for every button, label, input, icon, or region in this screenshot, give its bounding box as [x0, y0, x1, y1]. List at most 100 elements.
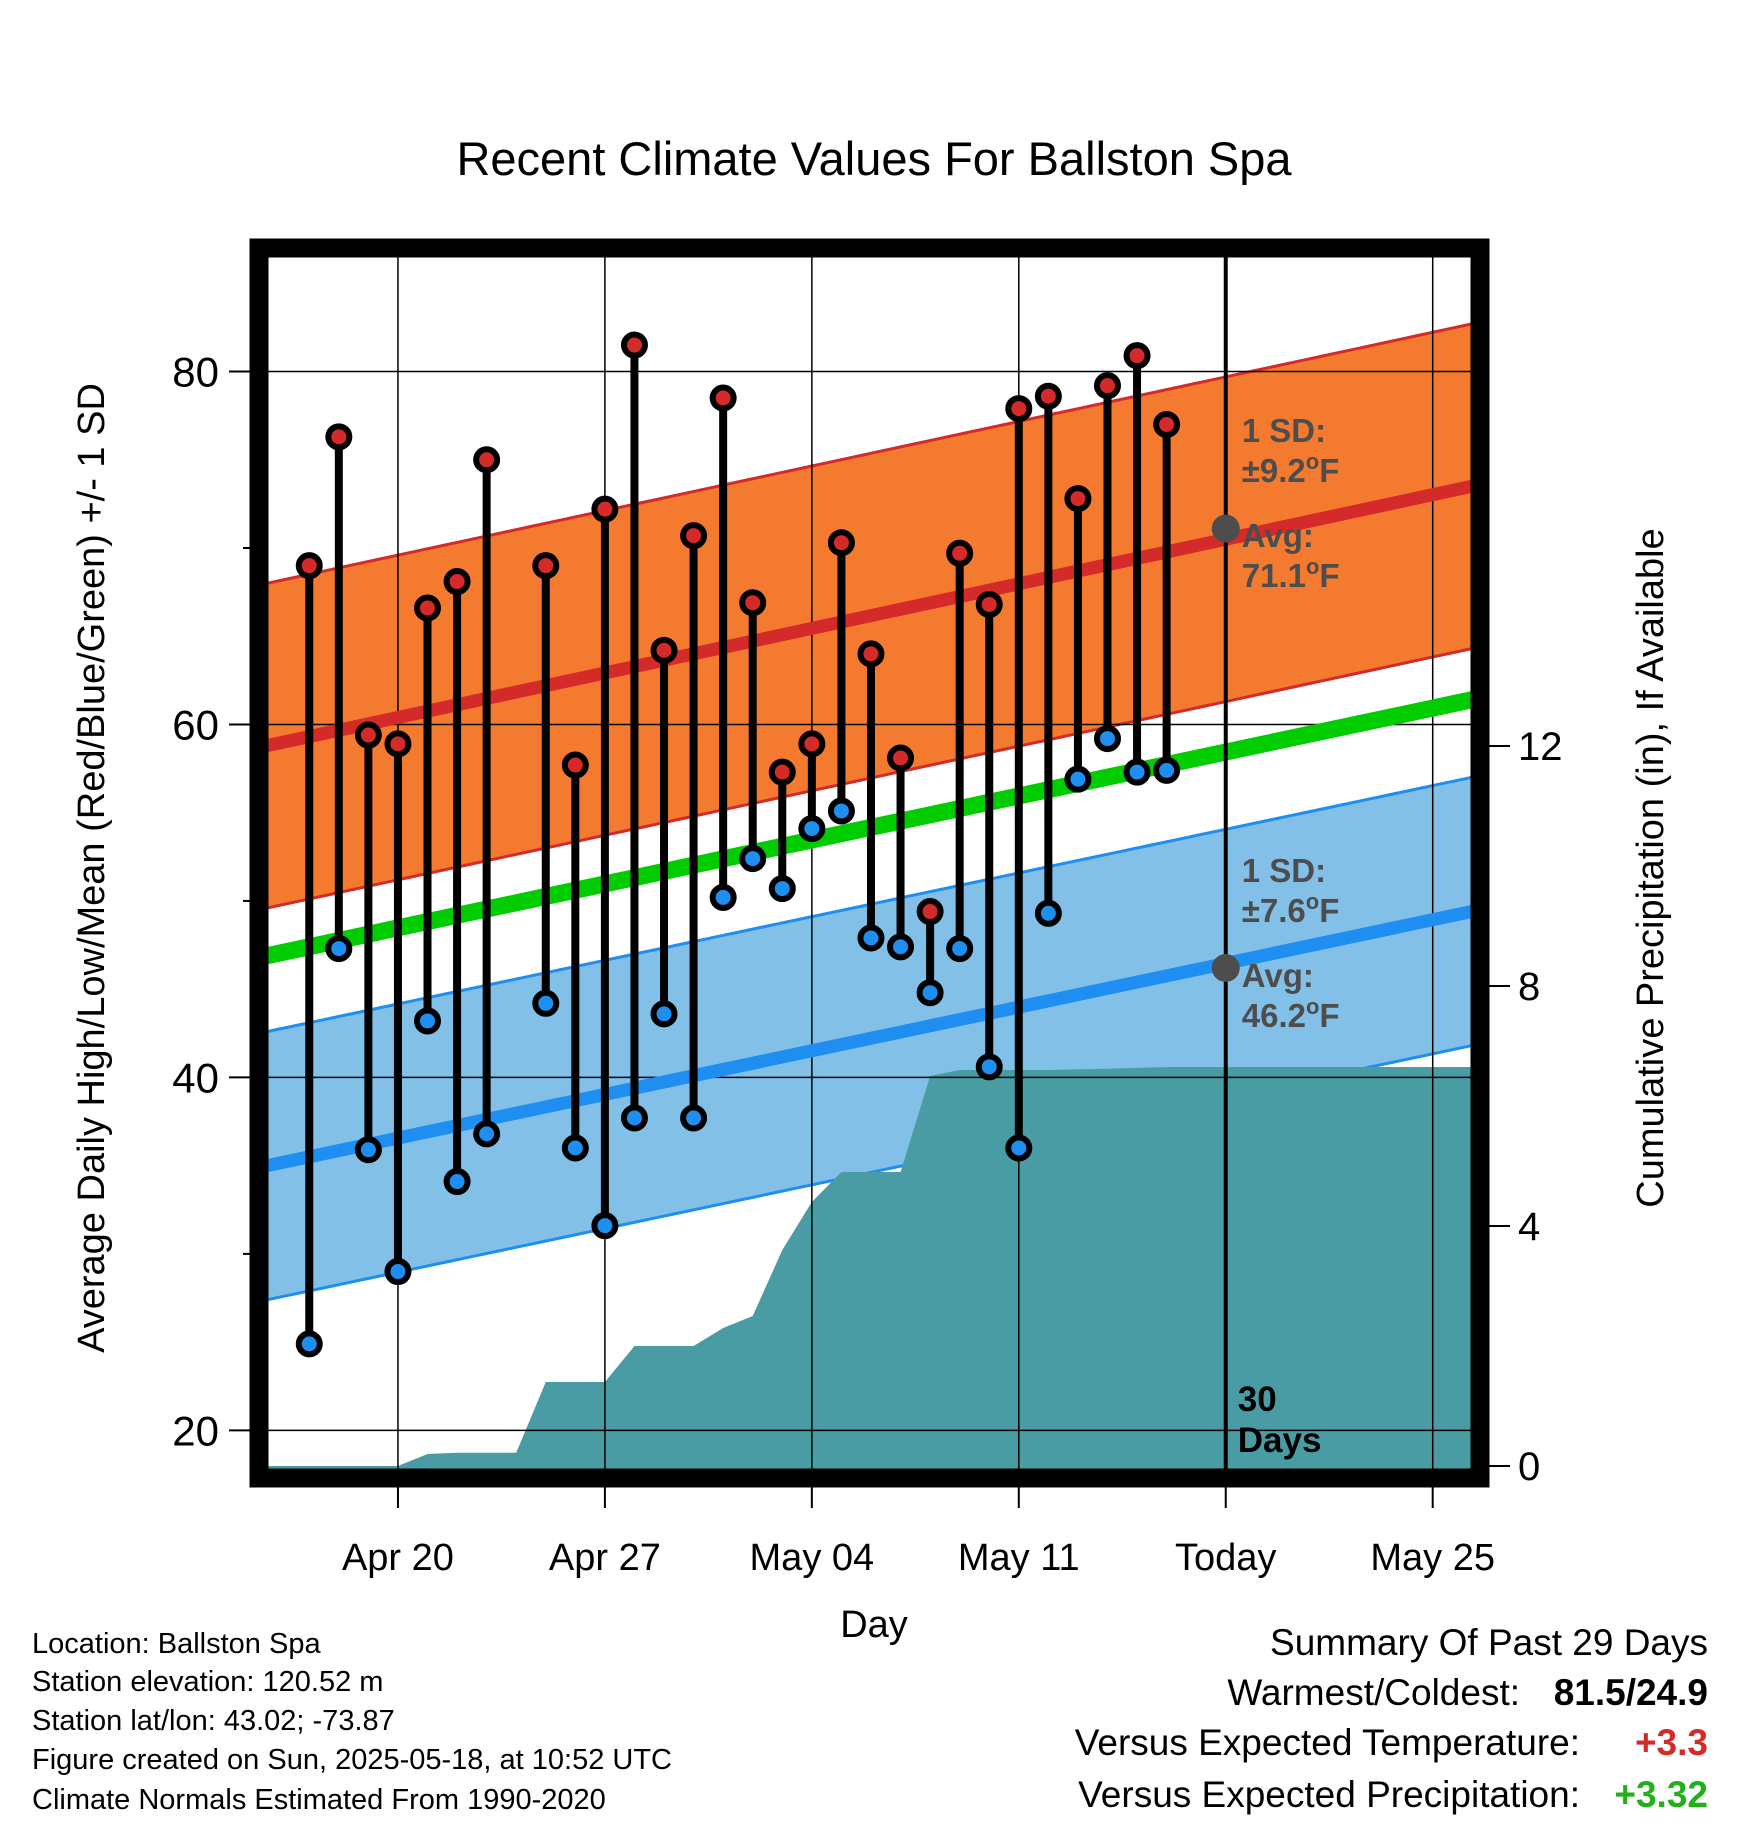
low-point-44	[1093, 725, 1121, 753]
low-point-41	[1005, 1134, 1033, 1162]
low-point-32	[739, 845, 767, 873]
high-point-33	[768, 758, 796, 786]
plot-frame	[249, 238, 1490, 1488]
high-point-26	[561, 751, 589, 779]
summary-temp-label: Versus Expected Temperature:	[1074, 1722, 1580, 1763]
low-point-34	[798, 815, 826, 843]
summary-temp-row: Versus Expected Temperature: +3.3	[1075, 1722, 1708, 1764]
summary-precip-value: +3.32	[1614, 1774, 1708, 1815]
y-tick-label-40: 40	[172, 1054, 219, 1101]
low-point-21	[414, 1007, 442, 1035]
low-sd-annotation-label: 1 SD:	[1242, 852, 1326, 889]
low-point-43	[1064, 765, 1092, 793]
x-tick-label-55: May 25	[1370, 1537, 1495, 1579]
low-avg-annotation-value: 46.2oF	[1242, 994, 1340, 1034]
low-point-36	[857, 924, 885, 952]
summary-warmest-label: Warmest/Coldest:	[1227, 1672, 1520, 1713]
x-axis-label: Day	[840, 1604, 908, 1646]
low-point-42	[1034, 899, 1062, 927]
x-tick-label-27: Apr 27	[549, 1537, 661, 1579]
low-point-28	[620, 1104, 648, 1132]
low-point-31	[709, 883, 737, 911]
y-tick-label-80: 80	[172, 349, 219, 396]
low-point-38	[916, 979, 944, 1007]
normal-high-band-upper-edge	[259, 320, 1480, 587]
high-point-36	[857, 640, 885, 668]
info-location: Location: Ballston Spa	[32, 1628, 321, 1660]
summary-warmest-value: 81.5/24.9	[1553, 1672, 1708, 1713]
high-point-23	[473, 446, 501, 474]
high-point-28	[620, 331, 648, 359]
high-point-34	[798, 730, 826, 758]
y2-axis-label: Cumulative Precipitation (in), If Availa…	[1630, 528, 1672, 1207]
high-point-44	[1093, 372, 1121, 400]
low-point-29	[650, 1000, 678, 1028]
y2-tick-label-4: 4	[1518, 1205, 1540, 1249]
low-point-23	[473, 1120, 501, 1148]
info-latlon: Station lat/lon: 43.02; -73.87	[32, 1705, 395, 1737]
high-point-29	[650, 636, 678, 664]
high-point-31	[709, 384, 737, 412]
low-point-19	[354, 1136, 382, 1164]
high-point-32	[739, 589, 767, 617]
low-point-22	[443, 1168, 471, 1196]
low-sd-annotation-value: ±7.6oF	[1242, 889, 1340, 929]
high-point-42	[1034, 382, 1062, 410]
x-tick-label-41: May 11	[958, 1537, 1080, 1579]
high-point-46	[1153, 410, 1181, 438]
x-tick-label-48: Today	[1175, 1537, 1276, 1579]
high-sd-annotation-label: 1 SD:	[1242, 412, 1326, 449]
high-point-35	[827, 529, 855, 557]
chart-title: Recent Climate Values For Ballston Spa	[456, 132, 1292, 185]
high-sd-annotation-value: ±9.2oF	[1242, 449, 1340, 489]
high-point-37	[887, 744, 915, 772]
low-point-35	[827, 797, 855, 825]
y2-tick-label-8: 8	[1518, 965, 1540, 1009]
high-point-30	[680, 522, 708, 550]
normal-low-line	[259, 903, 1480, 1174]
y-axis-label: Average Daily High/Low/Mean (Red/Blue/Gr…	[71, 383, 113, 1353]
summary-title: Summary Of Past 29 Days	[1270, 1622, 1708, 1663]
low-point-30	[680, 1104, 708, 1132]
low-point-27	[591, 1212, 619, 1240]
low-point-26	[561, 1134, 589, 1162]
precip-area	[259, 1067, 1480, 1478]
low-point-25	[532, 989, 560, 1017]
low-point-40	[975, 1053, 1003, 1081]
info-created: Figure created on Sun, 2025-05-18, at 10…	[32, 1744, 672, 1776]
y2-tick-label-12: 12	[1518, 725, 1563, 769]
y2-tick-label-0: 0	[1518, 1445, 1540, 1489]
high-point-45	[1123, 342, 1151, 370]
y-tick-label-60: 60	[172, 701, 219, 748]
summary-warmest-row: Warmest/Coldest: 81.5/24.9	[1227, 1672, 1708, 1714]
high-point-43	[1064, 485, 1092, 513]
high-avg-annotation-value: 71.1oF	[1242, 554, 1340, 594]
high-point-22	[443, 568, 471, 596]
today-days-label: Days	[1238, 1421, 1322, 1460]
summary-precip-label: Versus Expected Precipitation:	[1078, 1774, 1580, 1815]
low-point-39	[946, 935, 974, 963]
high-avg-annotation-label: Avg:	[1242, 517, 1314, 554]
normal-high-line	[259, 478, 1480, 754]
low-point-33	[768, 875, 796, 903]
high-point-19	[354, 721, 382, 749]
high-point-25	[532, 552, 560, 580]
low-point-46	[1153, 756, 1181, 784]
info-normals: Climate Normals Estimated From 1990-2020	[32, 1784, 606, 1816]
summary-temp-value: +3.3	[1634, 1722, 1708, 1763]
high-point-38	[916, 898, 944, 926]
info-elevation: Station elevation: 120.52 m	[32, 1666, 384, 1698]
high-point-21	[414, 594, 442, 622]
low-avg-marker	[1211, 954, 1240, 982]
high-point-18	[325, 423, 353, 451]
high-point-41	[1005, 395, 1033, 423]
low-point-45	[1123, 758, 1151, 786]
low-point-37	[887, 933, 915, 961]
summary-precip-row: Versus Expected Precipitation: +3.32	[1078, 1774, 1708, 1816]
high-point-17	[295, 552, 323, 580]
high-point-27	[591, 495, 619, 523]
low-point-18	[325, 935, 353, 963]
high-avg-marker	[1211, 514, 1240, 543]
low-avg-annotation-label: Avg:	[1242, 957, 1314, 994]
